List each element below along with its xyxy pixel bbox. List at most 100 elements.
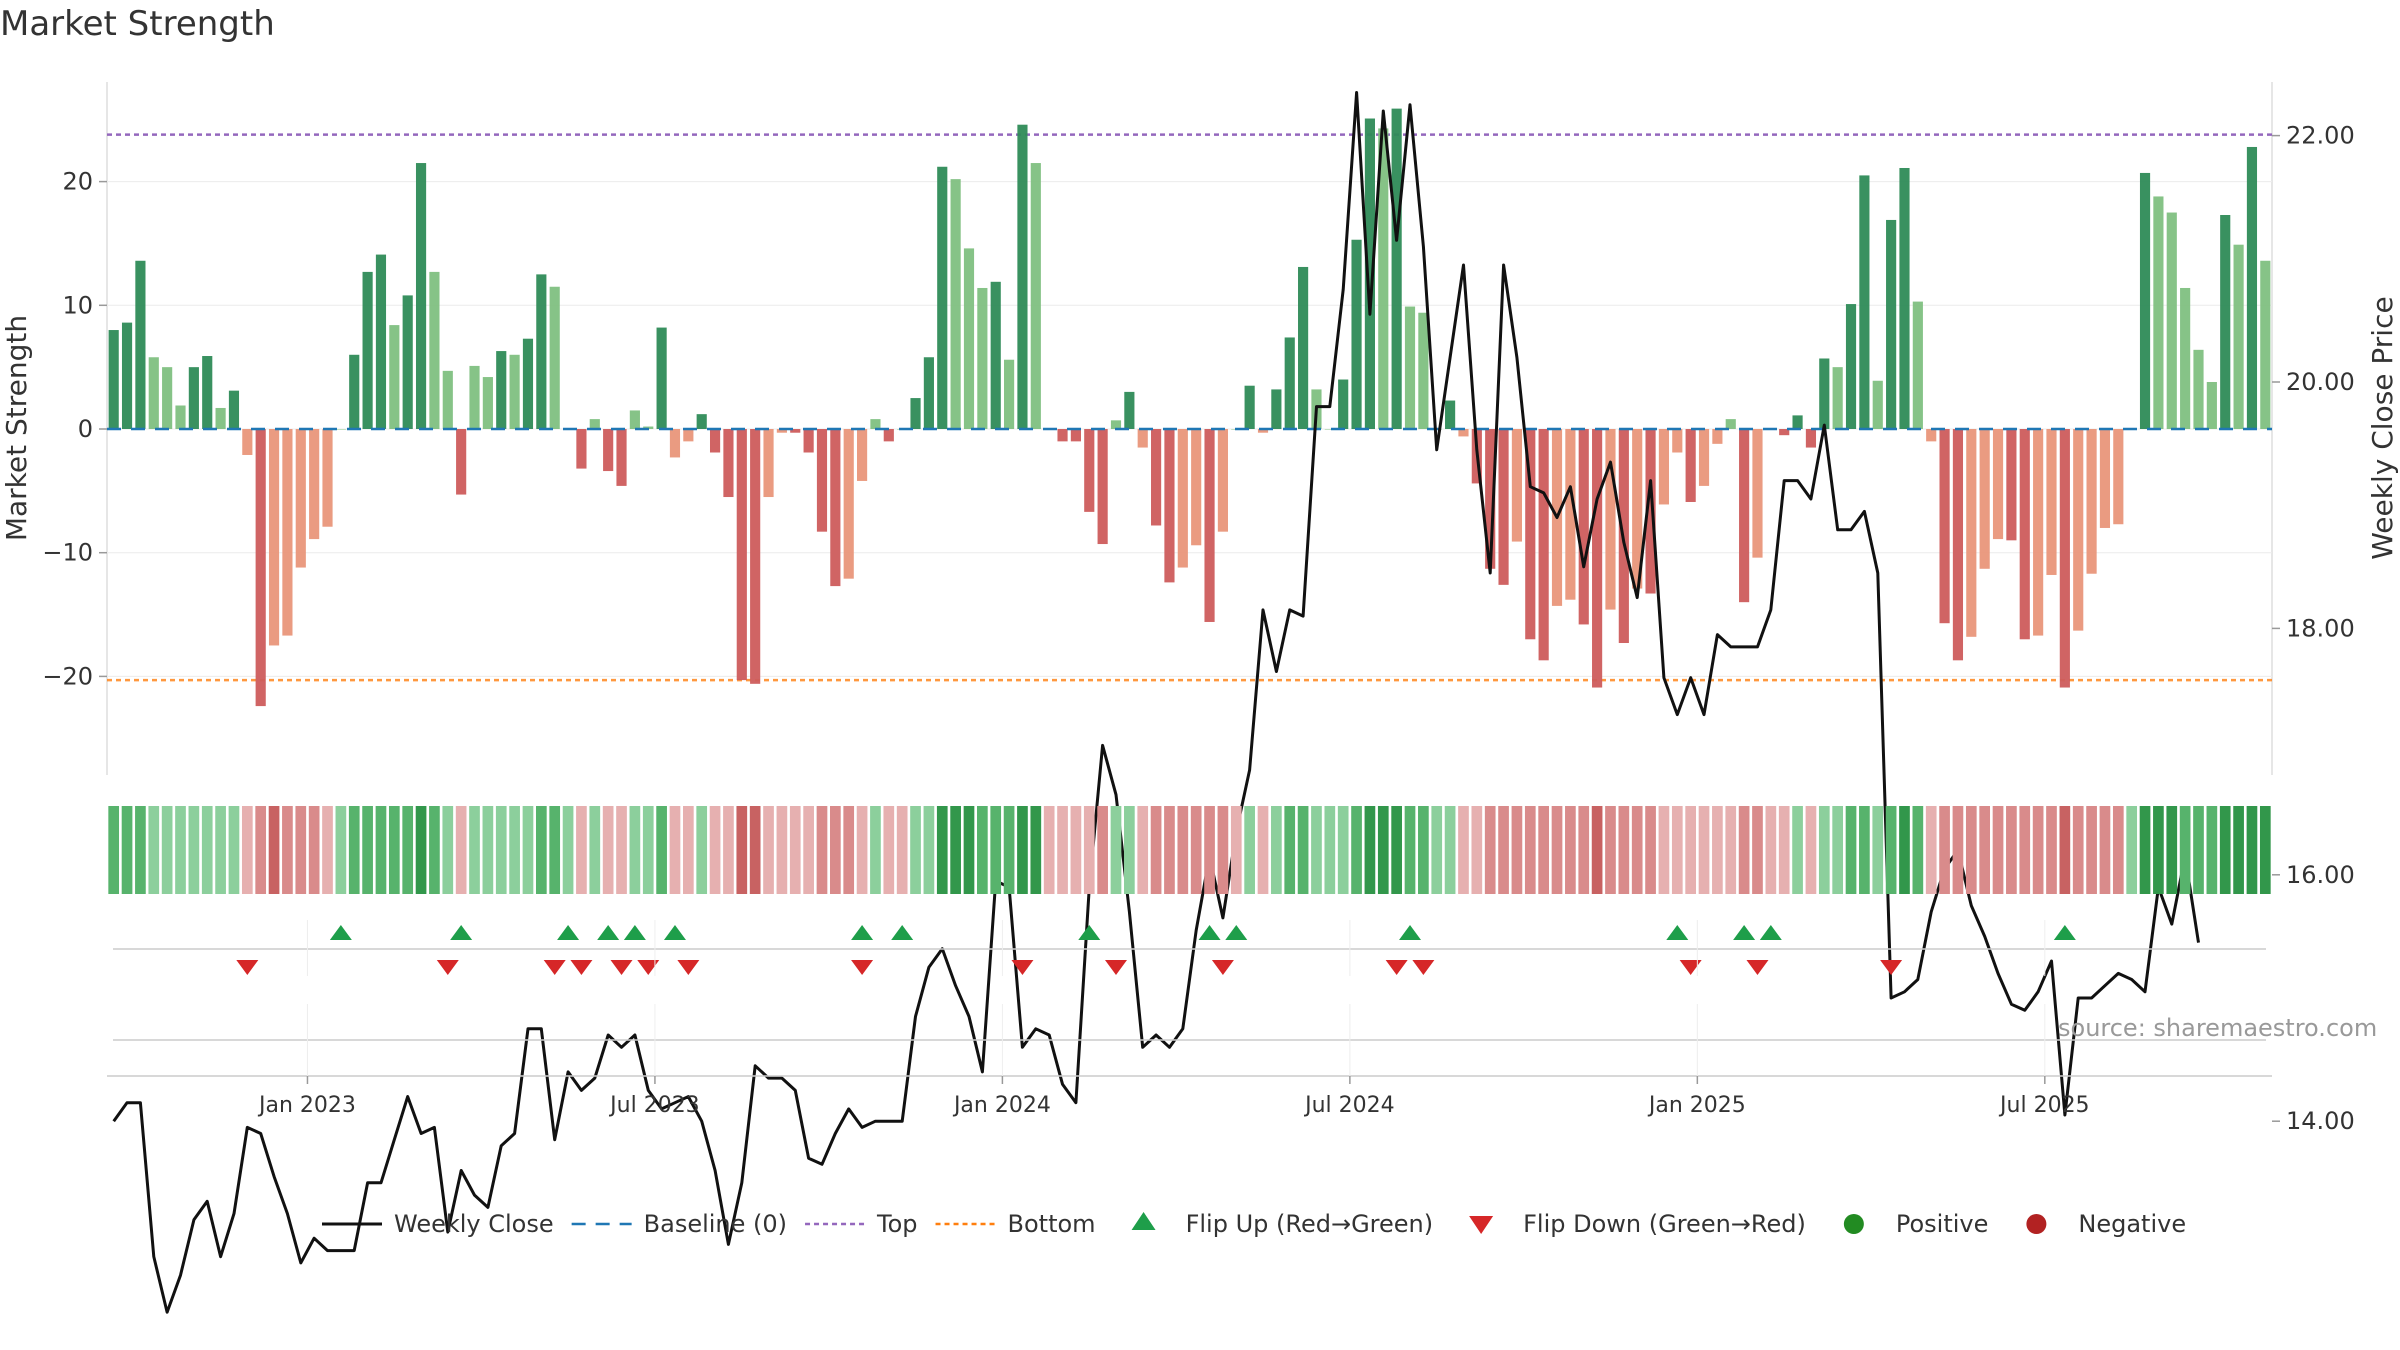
strength-strip-cell [656, 806, 667, 894]
strength-bar [402, 295, 413, 429]
x-tick-label: Jul 2024 [1303, 1093, 1395, 1118]
flip-up-marker [1198, 925, 1221, 940]
y-axis-title: Market Strength [0, 315, 33, 541]
flip-up-marker [1399, 925, 1422, 940]
strength-bar [2166, 212, 2177, 429]
strength-strip-cell [1030, 806, 1042, 894]
strength-bar [1939, 429, 1950, 624]
strength-strip-cell [1565, 806, 1576, 894]
strength-strip-cell [2193, 806, 2204, 894]
strength-strip-cell [388, 806, 400, 894]
strength-strip-cell [1671, 806, 1683, 894]
strength-strip-cell [1832, 806, 1844, 894]
strength-bar [1832, 367, 1843, 429]
strength-strip-cell [1257, 806, 1269, 894]
strength-strip-cell [1778, 806, 1790, 894]
strength-strip-cell [629, 806, 641, 894]
strength-strip-cell [1324, 806, 1336, 894]
y2-tick-label: 18.00 [2286, 614, 2355, 642]
strength-bar [629, 410, 640, 429]
y-tick-label: 0 [78, 415, 93, 443]
flip-down-marker [236, 960, 259, 975]
flip-up-marker [1078, 925, 1101, 940]
strength-strip-cell [1899, 806, 1910, 894]
strength-strip-cell [1712, 806, 1723, 894]
strength-bar [870, 419, 881, 429]
strength-strip-cell [2166, 806, 2178, 894]
flip-down-marker [543, 960, 566, 975]
strength-strip-cell [1043, 806, 1055, 894]
strength-strip-cell [455, 806, 467, 894]
strength-bar [723, 429, 734, 498]
strength-bar [1779, 429, 1790, 436]
strength-strip-cell [1752, 806, 1763, 894]
strength-strip-cell [121, 806, 133, 894]
strength-strip-cell [1551, 806, 1563, 894]
flip-down-marker [1211, 960, 1234, 975]
strength-bar [1298, 266, 1309, 429]
legend-label: Negative [2078, 1210, 2186, 1238]
strength-strip-cell [1431, 806, 1443, 894]
strength-bar [482, 377, 493, 429]
strength-strip-cell [2046, 806, 2057, 894]
strength-bar [1752, 429, 1763, 558]
strength-strip-cell [1351, 806, 1362, 894]
strength-bar [242, 429, 253, 455]
flip-up-marker [450, 925, 473, 940]
strength-bar [2113, 429, 2124, 525]
strength-bar [1244, 385, 1255, 429]
strength-strip-cell [1885, 806, 1897, 894]
strength-bar [2073, 429, 2084, 631]
strength-bar [963, 248, 975, 429]
strength-strip-cell [1979, 806, 1991, 894]
strength-strip-cell [1017, 806, 1028, 894]
strength-bar [763, 429, 774, 498]
strength-strip-cell [522, 806, 534, 894]
flip-down-marker [1385, 960, 1408, 975]
strength-bar [603, 429, 614, 472]
strength-strip-cell [1377, 806, 1389, 894]
strength-strip-cell [308, 806, 320, 894]
strength-strip-cell [335, 806, 347, 894]
strength-bar [2139, 172, 2151, 430]
flip-down-marker [851, 960, 874, 975]
strength-strip-cell [1725, 806, 1737, 894]
strength-bar [415, 163, 427, 430]
strength-strip-cell [2059, 806, 2071, 894]
strength-strip-cell [1738, 806, 1750, 894]
strength-strip-cell [1484, 806, 1496, 894]
strength-strip-cell [415, 806, 427, 894]
strength-strip-cell [322, 806, 333, 894]
strength-bar [282, 429, 293, 636]
strength-bar [1017, 124, 1028, 429]
strength-strip-cell [1605, 806, 1616, 894]
strength-bar [1592, 429, 1603, 688]
strength-strip-cell [763, 806, 774, 894]
strength-strip-cell [1524, 806, 1536, 894]
strength-strip-cell [923, 806, 935, 894]
strength-strip-cell [736, 806, 748, 894]
strength-strip-cell [228, 806, 240, 894]
strength-strip-cell [616, 806, 627, 894]
strength-bar [469, 365, 480, 429]
strength-bar [937, 166, 948, 430]
strength-bar [1030, 163, 1041, 430]
strength-bar [1979, 429, 1990, 569]
strength-strip-cell [509, 806, 520, 894]
strength-bar [2233, 244, 2244, 429]
strength-strip-cell [2233, 806, 2244, 894]
strength-bar [2019, 429, 2030, 640]
flip-up-marker [851, 925, 874, 940]
strength-bar [335, 429, 346, 430]
strength-bar [2260, 260, 2271, 429]
strength-strip-cell [669, 806, 681, 894]
flip-down-marker [1412, 960, 1435, 975]
strength-bar [1698, 429, 1710, 486]
legend-symbol-flip-down [1469, 1216, 1494, 1234]
strength-bar [830, 429, 841, 587]
strength-strip-cell [1965, 806, 1977, 894]
strength-bar [1685, 429, 1696, 502]
legend-label: Flip Up (Red→Green) [1186, 1210, 1434, 1238]
strength-bar [1632, 429, 1643, 589]
